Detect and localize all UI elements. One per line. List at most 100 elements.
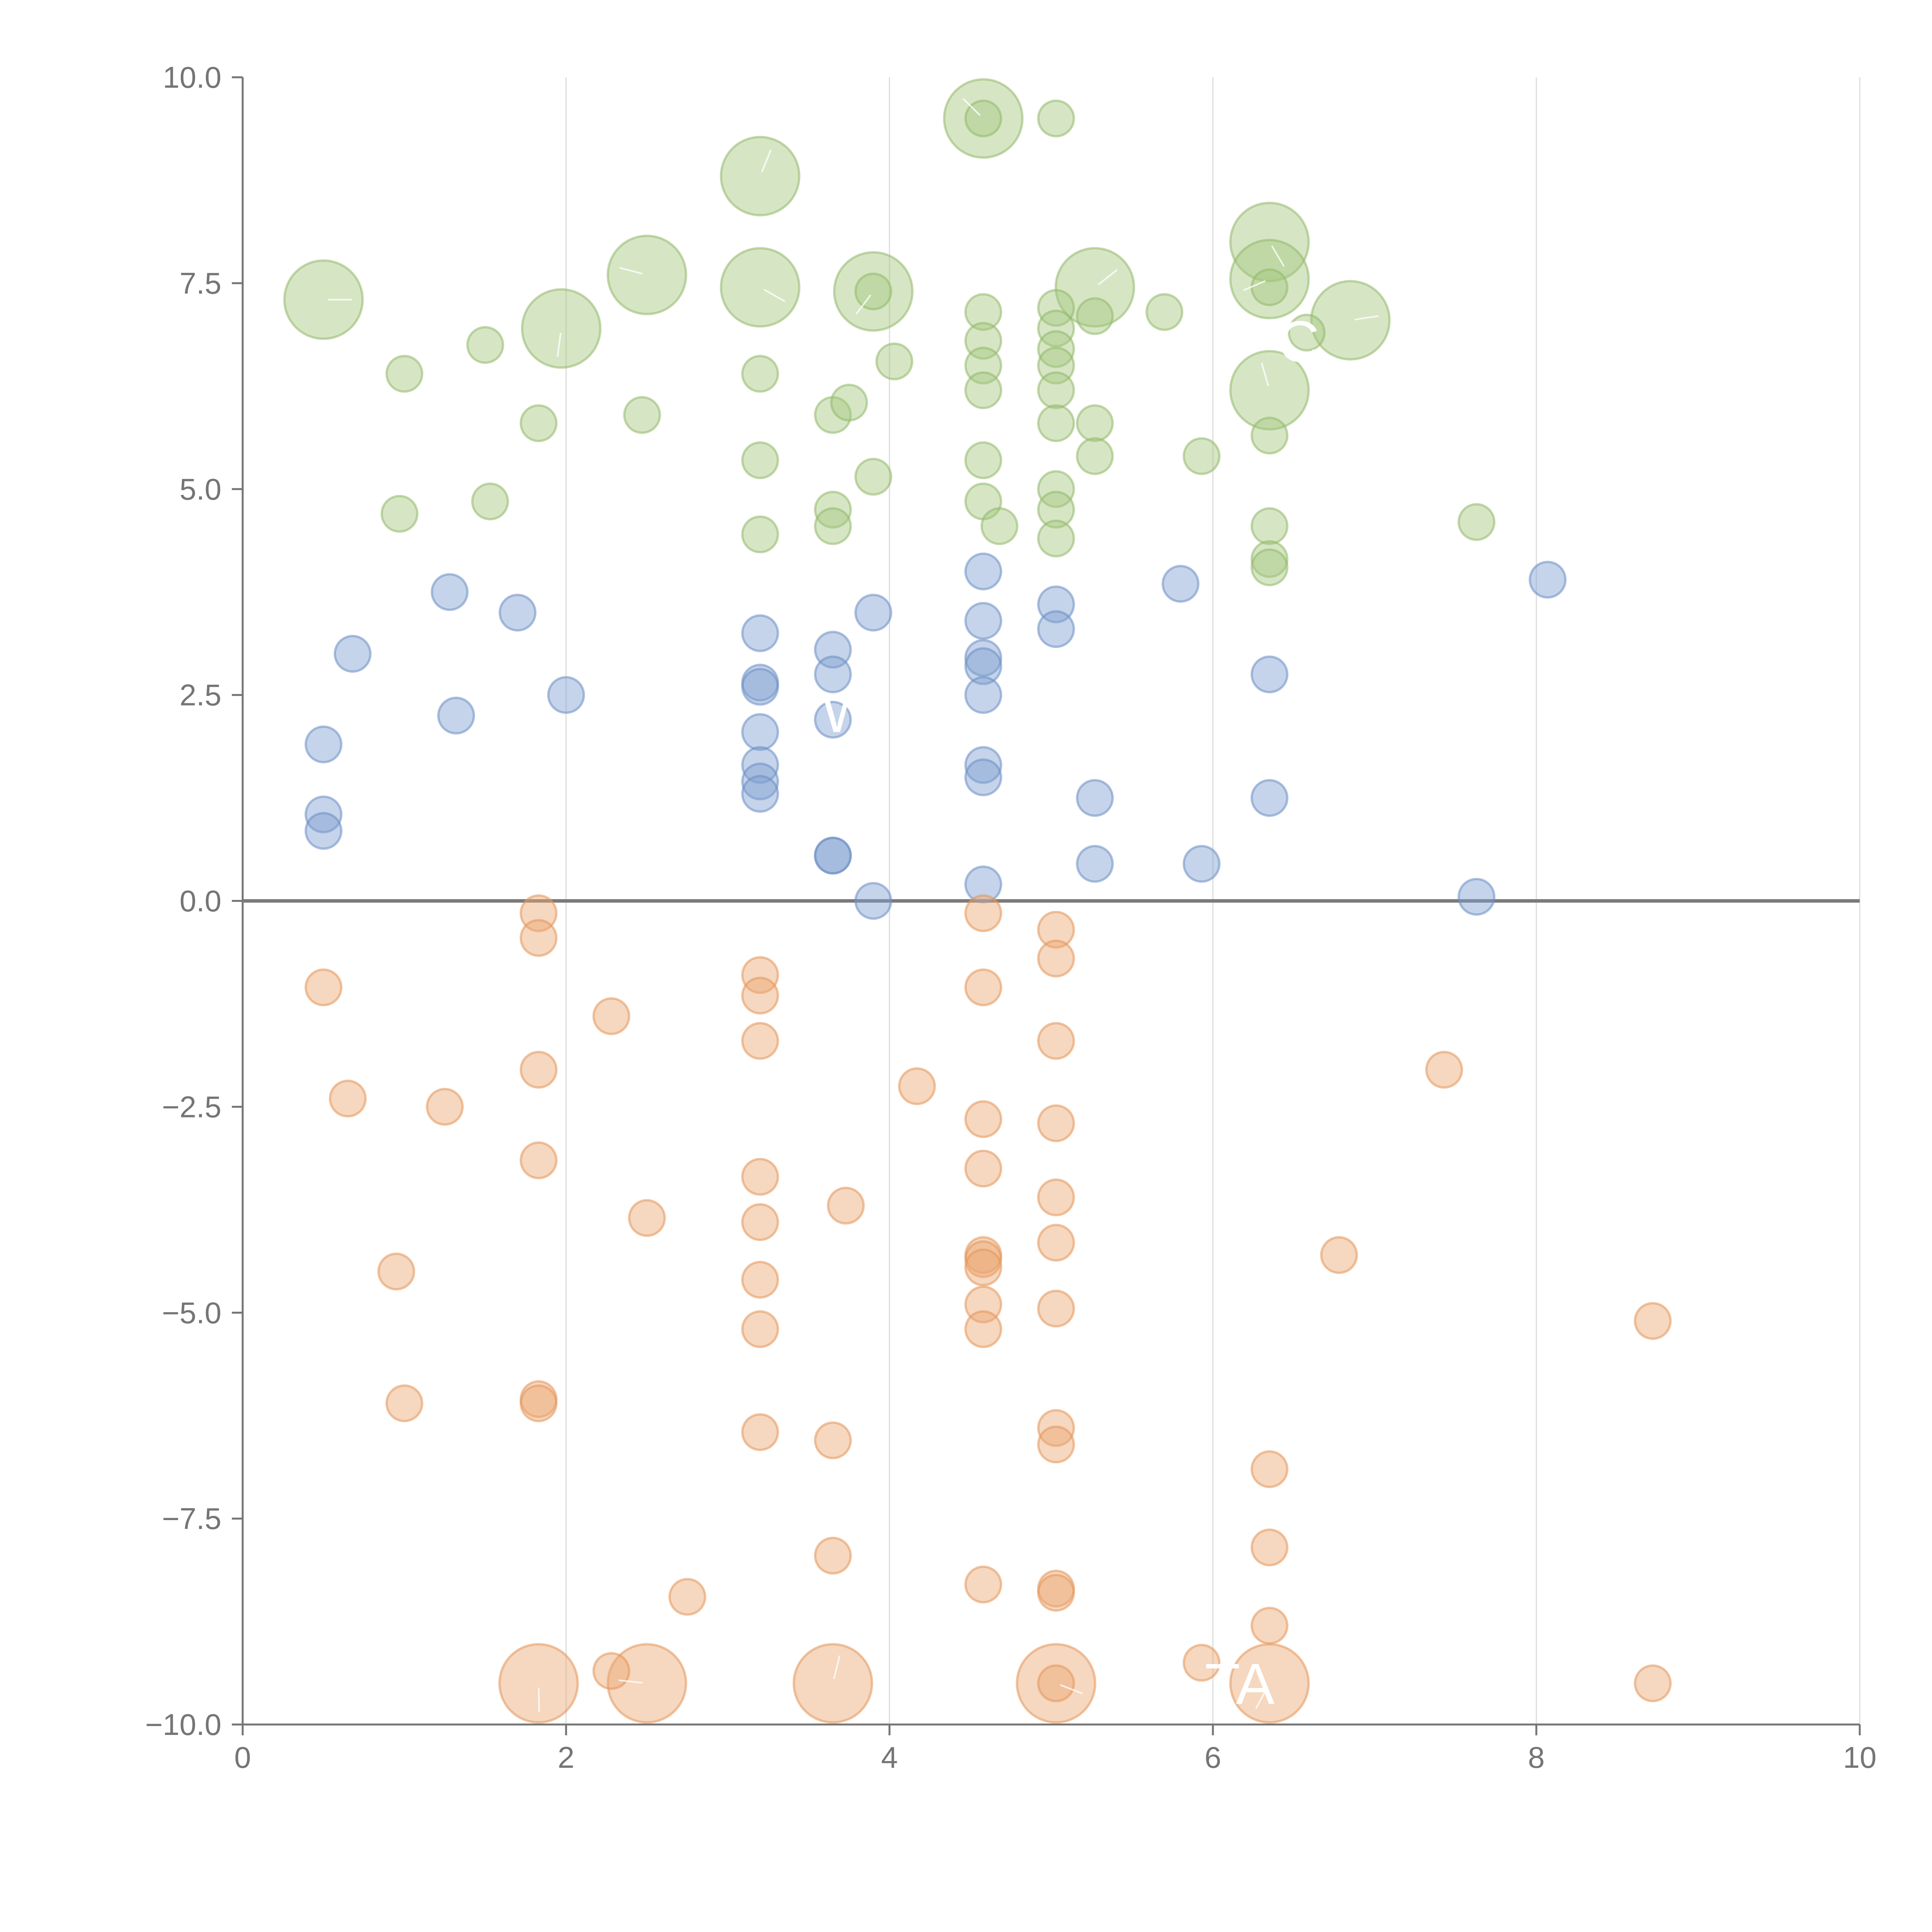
bubble-high [283, 259, 364, 340]
bubble-high [1037, 519, 1075, 558]
bubble-high [1076, 297, 1114, 335]
bubble-low [793, 1643, 873, 1724]
bubble-leader-line [1098, 269, 1118, 285]
bubble-low [964, 894, 1002, 932]
bubble-low [964, 968, 1002, 1007]
bubble-high [1037, 310, 1075, 348]
bubble-high [1229, 350, 1310, 431]
bubble-low [519, 1384, 558, 1422]
bubble-high [830, 383, 868, 422]
bubble-medium [304, 812, 343, 850]
bubble-high [380, 495, 418, 533]
bubble-low [1250, 1528, 1289, 1566]
y-tick-label: −10.0 [145, 1708, 221, 1742]
bubble-high [980, 507, 1019, 545]
bubble-low [898, 1067, 936, 1105]
bubble-low [1037, 939, 1075, 978]
bubble-medium [1076, 845, 1114, 883]
bubble-low [304, 968, 343, 1007]
bubble-high [1037, 404, 1075, 442]
bubble-high [1037, 330, 1075, 368]
y-tick-label: −5.0 [162, 1296, 221, 1330]
bubble-medium [964, 639, 1002, 677]
y-tick-label: 7.5 [180, 266, 221, 300]
axes-layer: −10.0 −7.5 −5.0 −2.5 0.0 2.5 5.0 7.5 10.0 0 2 4 6 8 10 [145, 60, 1877, 1774]
bubble-leader-line [962, 98, 981, 116]
bubble-leader-line [1271, 245, 1285, 267]
bubble-high [1250, 268, 1289, 306]
bubble-low [814, 1421, 852, 1459]
bubble-medium [304, 795, 343, 833]
bubble-leader-line [618, 1679, 643, 1684]
bubble-low [1037, 1178, 1075, 1216]
bubble-medium [1250, 655, 1289, 694]
bubble-low [741, 956, 779, 994]
bubble-high [1076, 404, 1114, 442]
bubble-high [1076, 437, 1114, 475]
bubble-low [964, 1565, 1002, 1604]
bubble-medium [1037, 610, 1075, 648]
bubble-low [1634, 1302, 1672, 1340]
bubble-low [741, 1022, 779, 1060]
bubble-high [1250, 417, 1289, 455]
bubble-low [814, 1537, 852, 1575]
bubble-low [741, 1158, 779, 1196]
bubble-high [1458, 503, 1496, 541]
bubble-high [854, 457, 893, 496]
bubble-low [1037, 1104, 1075, 1143]
bubble-high [1037, 470, 1075, 508]
bubble-low [426, 1088, 464, 1126]
bubble-medium [814, 837, 852, 875]
bubble-medium [741, 614, 779, 652]
bubble-medium [1529, 561, 1567, 599]
bubble-medium [1162, 565, 1200, 603]
x-tick-label: 0 [234, 1740, 251, 1774]
bubble-high [1037, 289, 1075, 327]
bubble-low [1037, 1664, 1075, 1702]
bubble-low [592, 997, 631, 1035]
bubble-low [1037, 1573, 1075, 1612]
bubble-high [720, 136, 801, 216]
bubble-low [1015, 1643, 1097, 1724]
bubble-low [741, 1310, 779, 1348]
bubble-medium [741, 713, 779, 751]
y-tick-label: 5.0 [180, 472, 221, 506]
bubble-low [1250, 1450, 1289, 1488]
bubble-low [741, 1413, 779, 1451]
bubble-medium [741, 762, 779, 801]
y-tick-label: −7.5 [162, 1502, 221, 1536]
bubble-annotation: C [1277, 309, 1319, 374]
bubble-low [741, 976, 779, 1015]
bubble-medium [1076, 779, 1114, 817]
bubble-leader-line [1261, 362, 1269, 386]
bubble-high [466, 326, 504, 364]
bubble-low [668, 1578, 706, 1616]
bubble-high [741, 355, 779, 393]
bubble-annotation: W [821, 680, 876, 745]
bubble-medium [437, 696, 475, 735]
bubble-low [1037, 1425, 1075, 1464]
bubble-high [1250, 548, 1289, 587]
bubble-high [833, 251, 914, 332]
bubble-low [1037, 911, 1075, 949]
bubble-low [385, 1384, 423, 1422]
bubble-leader-line [1243, 280, 1266, 291]
bubble-low [964, 1150, 1002, 1188]
bubble-high [521, 288, 602, 369]
bubble-low [741, 1260, 779, 1299]
bubble-high [1250, 507, 1289, 545]
bubble-low [377, 1252, 415, 1291]
bubble-high [1229, 202, 1310, 282]
bubble-medium [854, 594, 893, 632]
bubble-medium [814, 701, 852, 739]
bubble-leader-line [1354, 315, 1379, 321]
bubble-low [964, 1248, 1002, 1287]
bubble-leader-line [833, 1655, 840, 1679]
bubble-high [1250, 540, 1289, 578]
bubble-high [814, 491, 852, 529]
bubble-medium [741, 668, 779, 706]
bubble-high [1287, 313, 1326, 352]
bubble-medium [333, 635, 372, 673]
